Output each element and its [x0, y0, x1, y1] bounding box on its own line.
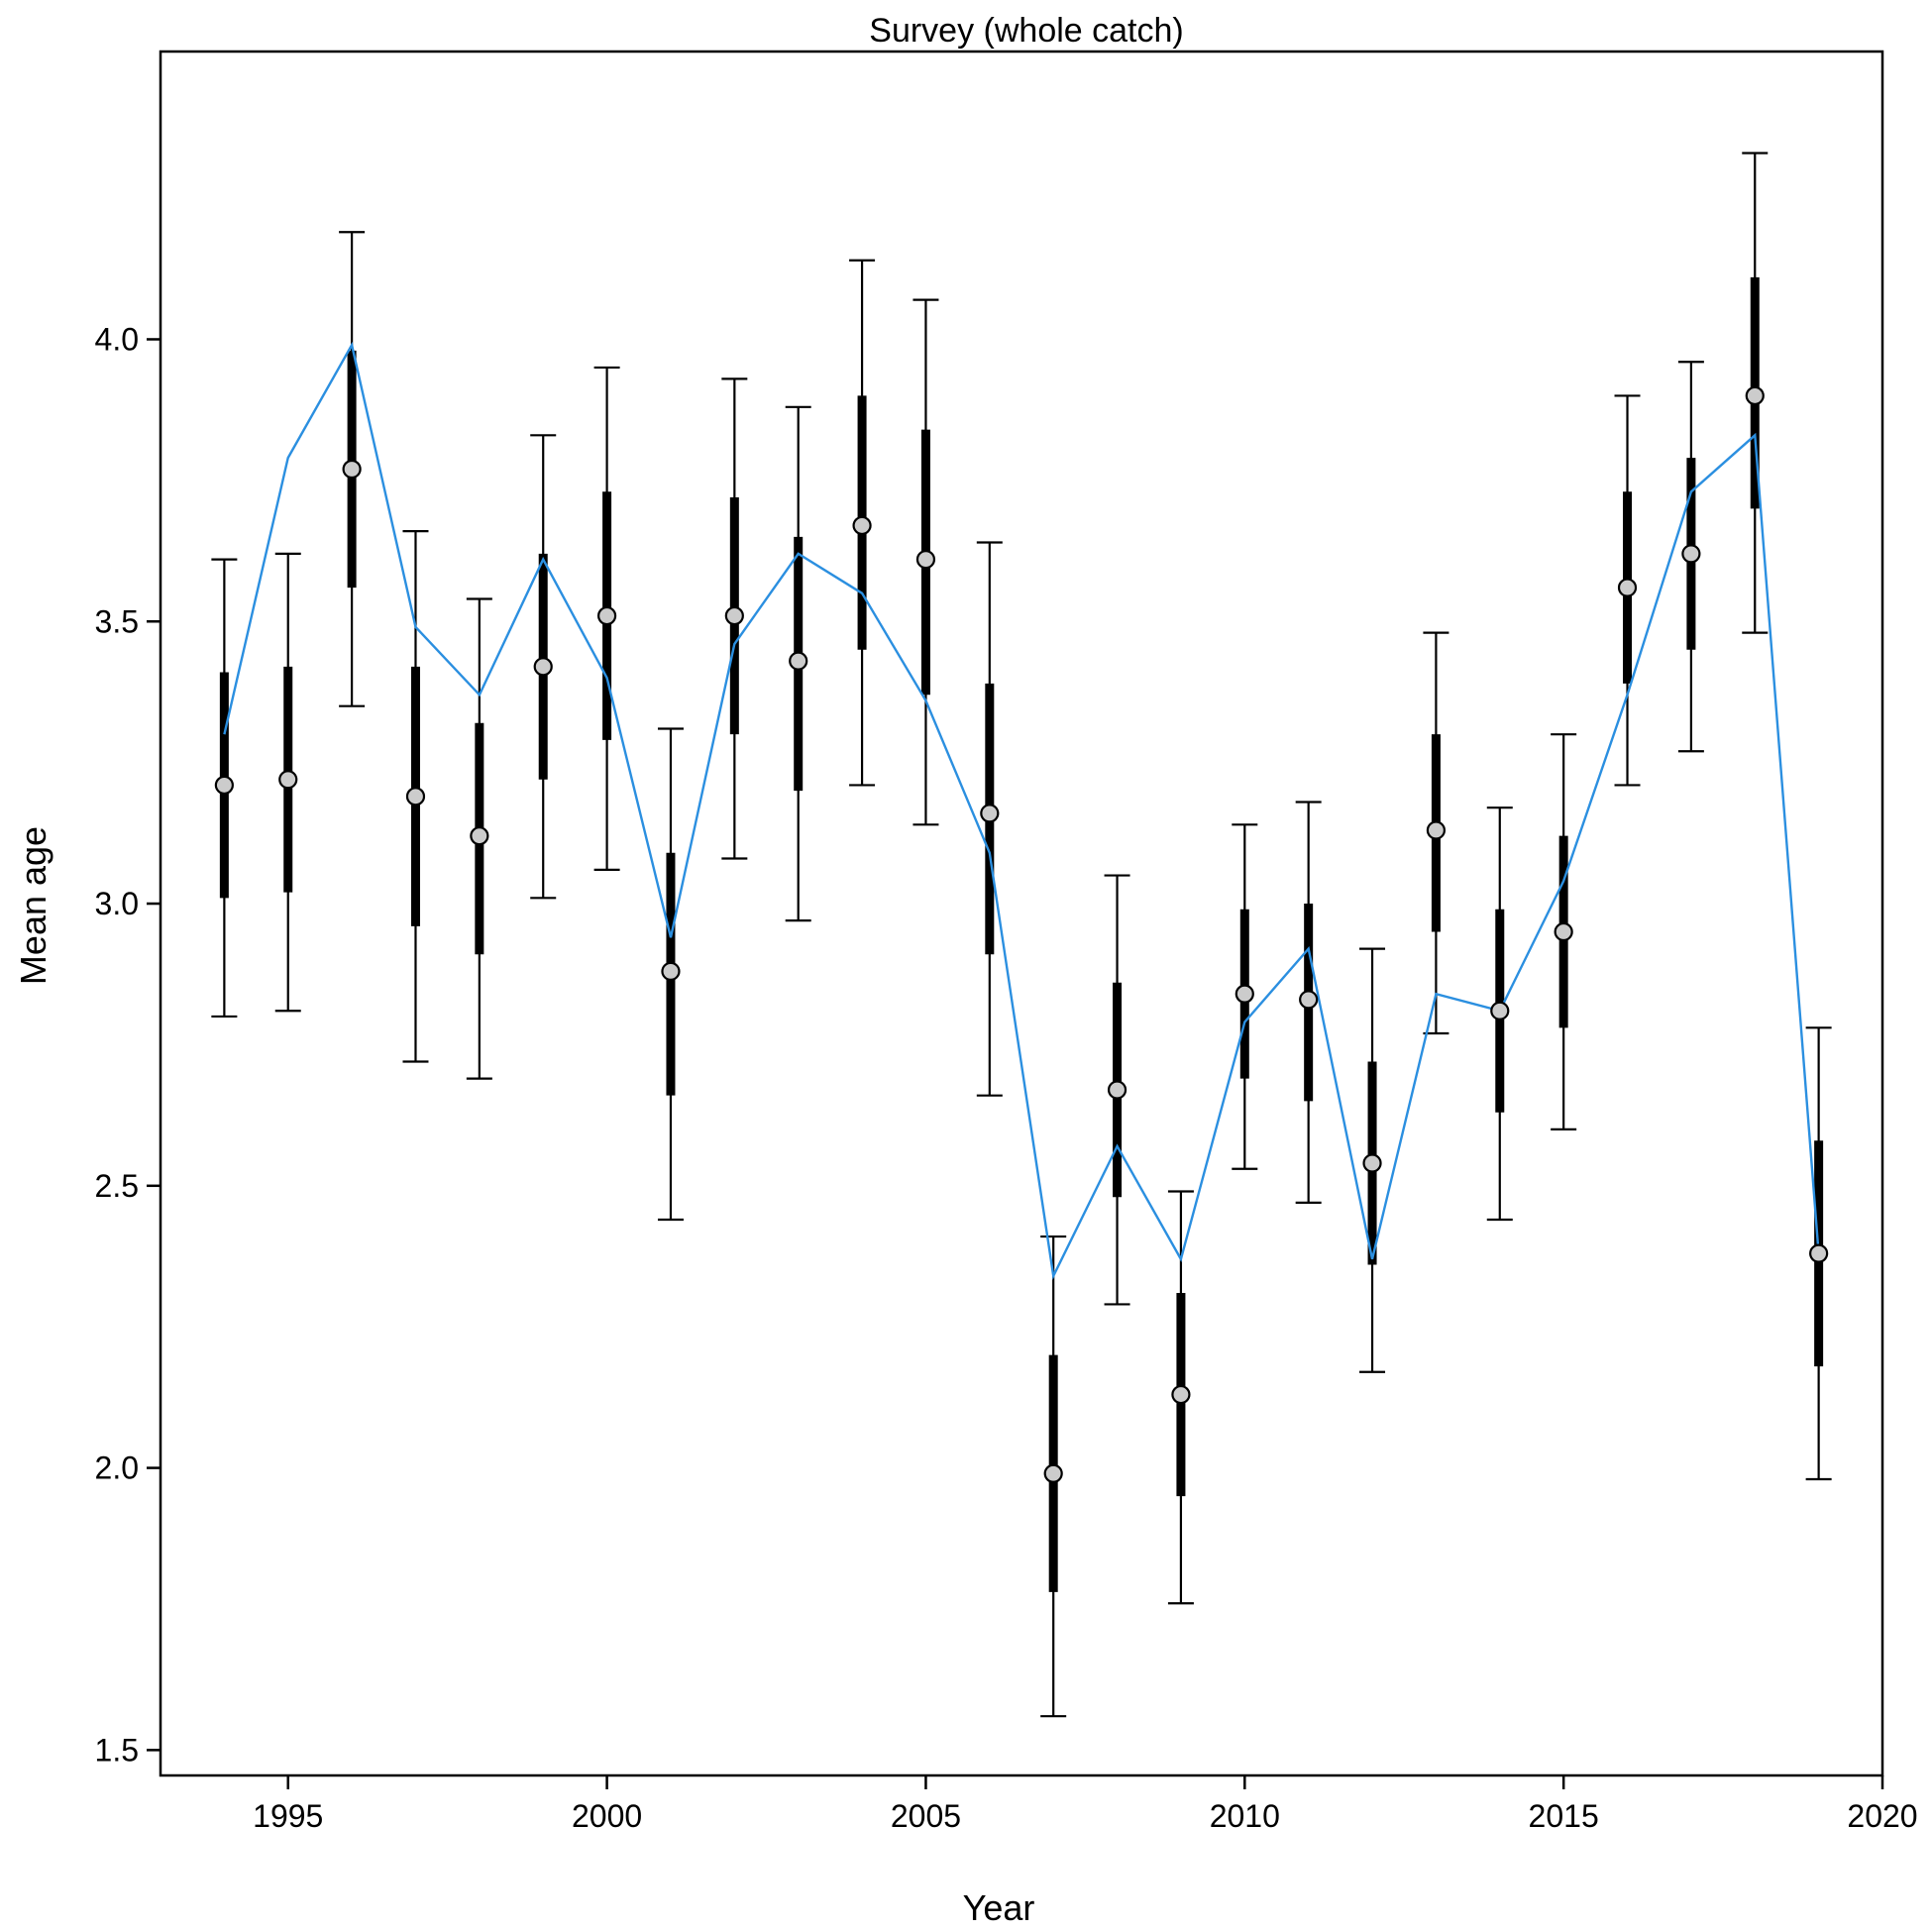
chart-title: Survey (whole catch) [869, 12, 1183, 50]
x-tick-label: 1995 [253, 1798, 323, 1834]
observed-point [1490, 1001, 1510, 1020]
observed-point [661, 961, 681, 981]
x-tick-label: 2000 [572, 1798, 642, 1834]
y-tick-label: 1.5 [95, 1732, 139, 1768]
y-tick-label: 4.0 [95, 321, 139, 357]
observed-point [724, 605, 744, 626]
expected-line-layer [223, 341, 1820, 1280]
observed-point [278, 770, 298, 790]
observed-point [1617, 578, 1638, 597]
x-tick-label: 2015 [1529, 1798, 1599, 1834]
x-tick-label: 2010 [1210, 1798, 1280, 1834]
y-axis: 1.5 2.0 2.5 3.0 3.5 4.0 [95, 321, 161, 1768]
observed-point [1234, 984, 1254, 1004]
observed-point [342, 459, 362, 480]
observed-point [214, 775, 234, 796]
observed-point [1171, 1384, 1191, 1405]
observed-point [980, 804, 1000, 823]
observed-point [1362, 1153, 1382, 1173]
observed-point [470, 826, 489, 846]
observed-point [1426, 820, 1447, 840]
observed-point [1554, 921, 1573, 942]
x-tick-label: 2020 [1847, 1798, 1917, 1834]
plot-frame [159, 50, 1884, 1777]
y-tick-label: 3.5 [95, 603, 139, 639]
y-tick-label: 2.5 [95, 1168, 139, 1204]
observed-point [533, 657, 553, 677]
observed-point [1299, 990, 1319, 1010]
observed-point [405, 787, 426, 806]
y-tick-label: 2.0 [95, 1450, 139, 1486]
observed-point [1809, 1243, 1829, 1263]
observed-points [214, 385, 1829, 1483]
y-axis-title: Mean age [13, 826, 54, 985]
x-axis-title: Year [963, 1887, 1035, 1928]
x-tick-label: 2005 [891, 1798, 961, 1834]
observed-point [789, 651, 808, 671]
expected-line [223, 341, 1820, 1280]
observed-point [852, 515, 872, 536]
observed-point [915, 550, 936, 570]
y-tick-label: 3.0 [95, 886, 139, 921]
observed-point [1681, 544, 1701, 564]
observed-point [596, 605, 617, 626]
observed-point [1043, 1463, 1063, 1483]
observed-point [1745, 385, 1765, 406]
error-bars [211, 152, 1832, 1718]
x-axis: 1995 2000 2005 2010 2015 2020 [253, 1775, 1918, 1834]
observed-point [1107, 1080, 1127, 1100]
